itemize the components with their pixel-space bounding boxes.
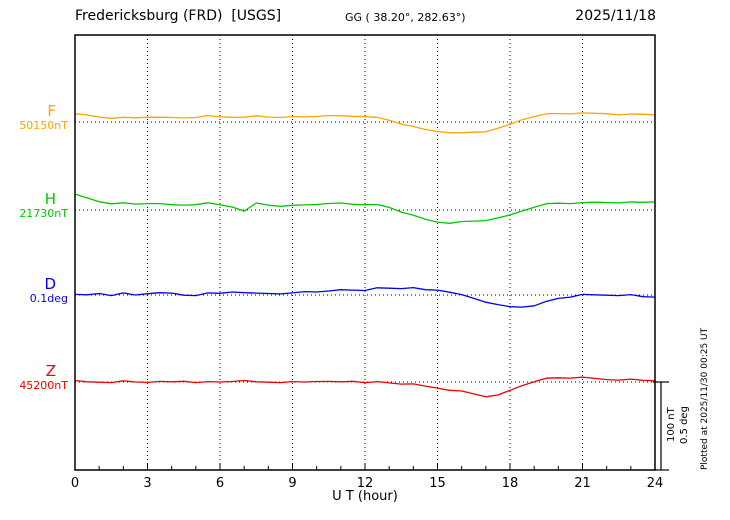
channel-baseline-Z: 45200nT bbox=[19, 379, 68, 392]
scale-label-deg: 0.5 deg bbox=[679, 406, 690, 444]
x-tick-label: 3 bbox=[143, 476, 151, 491]
channel-letter-Z: Z bbox=[45, 362, 56, 380]
x-tick-label: 9 bbox=[288, 476, 296, 491]
plotted-at-note: Plotted at 2025/11/30 00:25 UT bbox=[700, 327, 710, 470]
x-tick-label: 12 bbox=[357, 476, 374, 491]
channel-baseline-H: 21730nT bbox=[19, 207, 68, 220]
x-axis-label: U T (hour) bbox=[332, 489, 398, 504]
channel-label-D: D 0.1deg bbox=[0, 275, 70, 306]
x-tick-label: 24 bbox=[647, 476, 664, 491]
channel-label-H: H 21730nT bbox=[0, 190, 70, 221]
trace-H bbox=[74, 193, 656, 224]
x-tick-label: 0 bbox=[71, 476, 79, 491]
channel-label-F: F 50150nT bbox=[0, 102, 70, 133]
x-tick-label: 18 bbox=[502, 476, 519, 491]
x-tick-label: 6 bbox=[216, 476, 224, 491]
channel-baseline-D: 0.1deg bbox=[29, 292, 68, 305]
channel-letter-F: F bbox=[47, 102, 56, 120]
trace-Z bbox=[74, 376, 656, 398]
station-title: Fredericksburg (FRD) [USGS] bbox=[75, 8, 282, 24]
trace-F bbox=[74, 112, 656, 134]
trace-D bbox=[74, 286, 656, 308]
observation-date: 2025/11/18 bbox=[575, 8, 656, 24]
scale-label-nT: 100 nT bbox=[666, 407, 677, 443]
channel-letter-D: D bbox=[44, 275, 56, 293]
plot-frame bbox=[74, 34, 656, 471]
channel-letter-H: H bbox=[44, 190, 56, 208]
geographic-coordinates: GG ( 38.20°, 282.63°) bbox=[345, 11, 466, 24]
channel-label-Z: Z 45200nT bbox=[0, 362, 70, 393]
channel-baseline-F: 50150nT bbox=[19, 119, 68, 132]
x-tick-label: 21 bbox=[574, 476, 591, 491]
x-tick-label: 15 bbox=[429, 476, 446, 491]
